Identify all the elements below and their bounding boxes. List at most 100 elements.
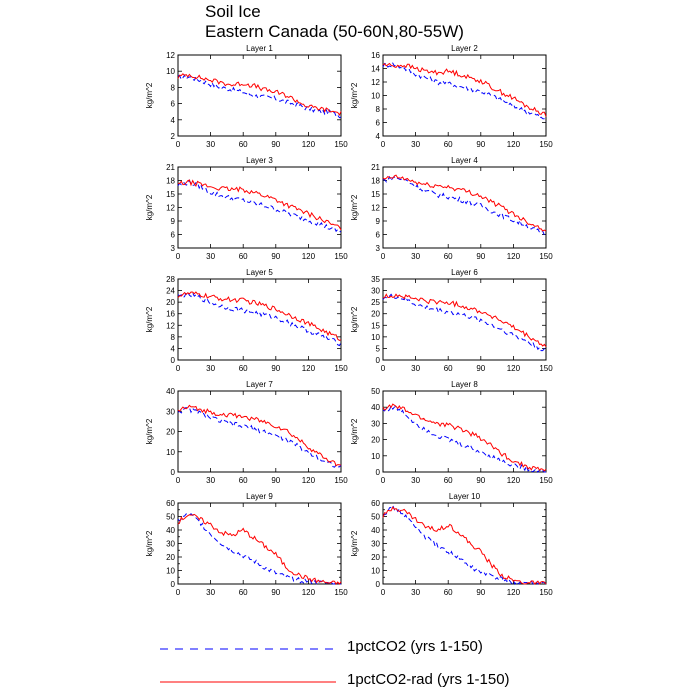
series-line-1pctco2-rad — [177, 291, 342, 341]
panel-title: Layer 2 — [451, 44, 478, 53]
x-tick-label: 30 — [206, 588, 215, 597]
y-tick-label: 21 — [166, 163, 175, 172]
x-tick-label: 150 — [334, 588, 348, 597]
x-tick-label: 150 — [539, 252, 553, 261]
y-axis-label: kg/m^2 — [145, 530, 154, 556]
y-tick-label: 8 — [171, 83, 176, 92]
y-tick-label: 12 — [371, 78, 380, 87]
y-axis-label: kg/m^2 — [145, 418, 154, 444]
x-tick-label: 0 — [176, 476, 181, 485]
x-tick-label: 150 — [539, 364, 553, 373]
plot-frame — [382, 390, 547, 473]
x-tick-label: 0 — [176, 364, 181, 373]
panel-1: Layer 1 kg/m^2 0 30 60 90 120 150 2 4 6 8 10 12 — [145, 44, 348, 149]
x-tick-label: 90 — [476, 252, 485, 261]
plot-frame — [382, 54, 547, 137]
y-tick-label: 30 — [166, 407, 175, 416]
x-tick-label: 60 — [239, 476, 248, 485]
y-tick-label: 30 — [371, 287, 380, 296]
series-line-1pctco2-rad — [382, 174, 547, 232]
y-tick-label: 21 — [371, 163, 380, 172]
y-tick-label: 0 — [171, 356, 176, 365]
series-line-1pctco2 — [382, 175, 547, 236]
x-tick-label: 0 — [381, 476, 386, 485]
x-tick-label: 120 — [302, 588, 316, 597]
x-tick-label: 0 — [381, 364, 386, 373]
panel-title: Layer 6 — [451, 268, 478, 277]
y-tick-label: 4 — [171, 344, 176, 353]
series-line-1pctco2 — [177, 513, 341, 585]
y-tick-label: 0 — [171, 468, 176, 477]
y-tick-label: 10 — [166, 67, 175, 76]
y-tick-label: 18 — [371, 177, 380, 186]
x-tick-label: 0 — [381, 140, 386, 149]
panel-title: Layer 9 — [246, 492, 273, 501]
y-tick-label: 9 — [171, 217, 176, 226]
y-tick-label: 6 — [376, 119, 381, 128]
y-tick-label: 0 — [171, 580, 176, 589]
y-tick-label: 9 — [376, 217, 381, 226]
y-axis-label: kg/m^2 — [350, 418, 359, 444]
series-line-1pctco2 — [382, 504, 547, 585]
y-tick-label: 60 — [371, 499, 380, 508]
y-tick-label: 15 — [166, 190, 175, 199]
y-tick-label: 12 — [166, 321, 175, 330]
y-tick-label: 20 — [166, 428, 175, 437]
series-line-1pctco2-rad — [382, 293, 547, 348]
y-tick-label: 8 — [171, 333, 176, 342]
y-axis-label: kg/m^2 — [350, 82, 359, 108]
y-tick-label: 30 — [166, 540, 175, 549]
y-tick-label: 20 — [166, 553, 175, 562]
y-tick-label: 20 — [371, 553, 380, 562]
panel-title: Layer 1 — [246, 44, 273, 53]
y-axis-label: kg/m^2 — [350, 194, 359, 220]
y-tick-label: 5 — [376, 344, 381, 353]
x-tick-label: 0 — [176, 140, 181, 149]
x-tick-label: 150 — [334, 364, 348, 373]
y-tick-label: 50 — [371, 513, 380, 522]
series-line-1pctco2-rad — [177, 404, 342, 467]
y-tick-label: 12 — [371, 204, 380, 213]
x-tick-label: 120 — [302, 476, 316, 485]
series-line-1pctco2 — [382, 62, 547, 123]
x-tick-label: 90 — [271, 140, 280, 149]
plot-frame — [177, 502, 342, 585]
y-tick-label: 25 — [371, 298, 380, 307]
y-tick-label: 35 — [371, 275, 380, 284]
y-tick-label: 0 — [376, 356, 381, 365]
x-tick-label: 90 — [271, 252, 280, 261]
x-tick-label: 60 — [239, 252, 248, 261]
y-tick-label: 16 — [371, 51, 380, 60]
y-tick-label: 50 — [166, 513, 175, 522]
plot-frame — [382, 278, 547, 361]
y-axis-label: kg/m^2 — [145, 82, 154, 108]
y-tick-label: 30 — [371, 540, 380, 549]
y-tick-label: 3 — [171, 244, 176, 253]
x-tick-label: 30 — [411, 364, 420, 373]
series-line-1pctco2-rad — [382, 62, 547, 117]
x-tick-label: 150 — [539, 140, 553, 149]
y-tick-label: 20 — [166, 298, 175, 307]
x-tick-label: 120 — [507, 476, 521, 485]
y-tick-label: 12 — [166, 204, 175, 213]
x-tick-label: 30 — [206, 252, 215, 261]
x-tick-label: 0 — [381, 252, 386, 261]
x-tick-label: 30 — [206, 364, 215, 373]
x-tick-label: 120 — [302, 364, 316, 373]
x-tick-label: 60 — [239, 140, 248, 149]
x-tick-label: 60 — [239, 364, 248, 373]
y-tick-label: 10 — [371, 333, 380, 342]
x-tick-label: 120 — [507, 252, 521, 261]
panel-2: Layer 2 kg/m^2 0 30 60 90 120 150 4 6 8 10 12 14 16 — [350, 44, 553, 149]
y-tick-label: 20 — [371, 436, 380, 445]
y-tick-label: 40 — [371, 526, 380, 535]
plot-frame — [177, 54, 342, 137]
y-tick-label: 0 — [376, 468, 381, 477]
y-tick-label: 2 — [171, 132, 176, 141]
panel-3: Layer 3 kg/m^2 0 30 60 90 120 150 3 6 9 12 15 18 21 — [145, 156, 348, 261]
x-tick-label: 60 — [444, 364, 453, 373]
series-line-1pctco2-rad — [178, 179, 342, 231]
y-tick-label: 50 — [371, 387, 380, 396]
x-tick-label: 90 — [476, 476, 485, 485]
